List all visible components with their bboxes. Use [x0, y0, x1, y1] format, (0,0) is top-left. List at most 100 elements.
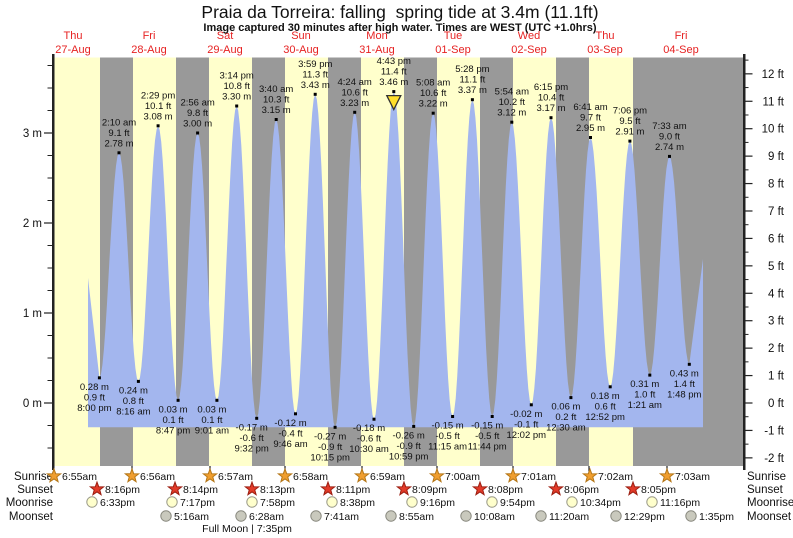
low-tide-time: 8:16 am	[116, 406, 150, 417]
low-tide-meters: 0.03 m	[197, 404, 226, 415]
high-tide-time: 5:08 am	[416, 78, 450, 89]
day-name-label: Wed	[518, 30, 540, 42]
sunrise-star	[658, 467, 676, 483]
sunset-star	[395, 480, 413, 496]
high-tide-time: 5:28 pm	[455, 64, 489, 75]
low-tide-meters: -0.26 m	[393, 430, 425, 441]
sunrise-star	[276, 467, 294, 483]
tide-point-dot	[176, 398, 180, 402]
tide-point-dot	[628, 139, 632, 143]
astro-time: 8:08pm	[488, 484, 523, 496]
right-axis-label: 9 ft	[768, 151, 785, 163]
right-axis-major-tick	[744, 320, 753, 322]
right-axis-minor-tick	[744, 114, 749, 116]
high-tide-time: 7:06 pm	[613, 106, 647, 117]
astro-time: 7:03am	[675, 471, 710, 483]
left-axis-label: 2 m	[23, 218, 42, 230]
left-axis-label: 1 m	[23, 308, 42, 320]
low-tide-time: 8:00 pm	[77, 403, 111, 414]
left-axis-major-tick	[44, 132, 53, 134]
low-tide-meters: 0.31 m	[630, 379, 659, 390]
low-tide-meters: -0.27 m	[314, 431, 346, 442]
tide-point-dot	[687, 362, 691, 366]
low-tide-time: 1:48 pm	[667, 389, 701, 400]
right-axis-minor-tick	[744, 141, 749, 143]
bottom-axis-tick	[588, 466, 590, 472]
left-axis-minor-tick	[47, 177, 53, 179]
right-axis-minor-tick	[744, 224, 749, 226]
day-date-label: 31-Aug	[359, 44, 394, 56]
high-tide-time: 4:24 am	[338, 77, 372, 88]
left-axis-minor-tick	[47, 87, 53, 89]
right-axis-major-tick	[744, 347, 753, 349]
low-tide-feet: -0.6 ft	[240, 433, 265, 444]
sunset-star	[243, 480, 261, 496]
high-tide-feet: 10.4 ft	[538, 93, 565, 104]
astro-time: 8:06pm	[564, 484, 599, 496]
tide-point-dot	[215, 398, 219, 402]
tide-point-dot	[294, 412, 297, 416]
low-tide-time: 12:02 pm	[506, 430, 546, 441]
left-axis-minor-tick	[47, 267, 53, 269]
tide-point-dot	[490, 415, 494, 418]
right-axis-label: 8 ft	[768, 179, 785, 191]
right-axis-major-tick	[744, 265, 753, 267]
sunset-star	[88, 480, 106, 496]
high-tide-time: 3:40 am	[259, 84, 293, 95]
high-tide-feet: 10.6 ft	[420, 88, 447, 99]
moonrise-circle	[326, 496, 338, 508]
high-tide-meters: 3.15 m	[262, 105, 291, 116]
day-date-label: 27-Aug	[55, 44, 90, 56]
right-axis-major-tick	[744, 292, 753, 294]
tide-point-dot	[255, 416, 259, 420]
low-tide-meters: -0.18 m	[353, 423, 385, 434]
astro-row-label-right: Sunset	[747, 484, 784, 496]
right-axis-minor-tick	[744, 416, 749, 418]
current-time-marker	[385, 94, 402, 112]
tide-point-dot	[668, 154, 671, 158]
left-axis-minor-tick	[47, 335, 53, 336]
low-tide-feet: 0.2 ft	[555, 412, 576, 423]
tide-point-dot	[431, 111, 435, 115]
low-tide-time: 9:32 pm	[234, 443, 268, 454]
low-tide-feet: 0.9 ft	[84, 392, 105, 403]
tide-point-dot	[648, 373, 652, 377]
sunrise-star	[504, 467, 522, 483]
left-axis-minor-tick	[47, 425, 53, 426]
right-axis-minor-tick	[744, 361, 749, 363]
right-axis-minor-tick	[744, 443, 749, 445]
low-tide-feet: -0.5 ft	[475, 431, 500, 442]
high-tide-meters: 3.00 m	[183, 119, 212, 130]
astro-time: 8:11pm	[336, 484, 370, 496]
astro-time: 6:59am	[370, 471, 405, 483]
tide-point-dot	[136, 379, 140, 383]
moonset-circle	[460, 510, 472, 522]
astro-row-label-right: Moonset	[747, 511, 792, 523]
astro-time: 6:56am	[140, 471, 175, 483]
low-tide-meters: 0.03 m	[159, 404, 188, 415]
astro-time: 8:13pm	[260, 484, 295, 496]
astro-time: 6:55am	[62, 471, 97, 483]
moonset-circle	[310, 510, 322, 522]
astro-time: 8:55am	[399, 511, 434, 523]
low-tide-feet: 1.0 ft	[634, 390, 655, 401]
moonrise-circle	[646, 496, 658, 508]
left-axis-minor-tick	[47, 447, 53, 449]
sunrise-star	[123, 467, 141, 483]
high-tide-time: 3:14 pm	[219, 71, 253, 82]
sunset-star	[471, 480, 489, 496]
tide-point-dot	[529, 403, 533, 407]
moonset-circle	[160, 510, 172, 522]
low-tide-feet: -0.6 ft	[357, 434, 382, 445]
low-tide-time: 9:01 am	[195, 425, 229, 436]
right-axis-label: 5 ft	[768, 261, 785, 273]
high-tide-meters: 2.74 m	[655, 142, 684, 153]
sunset-star	[547, 480, 565, 496]
high-tide-time: 6:41 am	[573, 102, 607, 113]
astro-time: 11:16pm	[660, 497, 700, 509]
day-name-label: Thu	[596, 30, 615, 42]
right-axis-minor-tick	[744, 251, 749, 253]
left-axis-line	[52, 54, 55, 470]
